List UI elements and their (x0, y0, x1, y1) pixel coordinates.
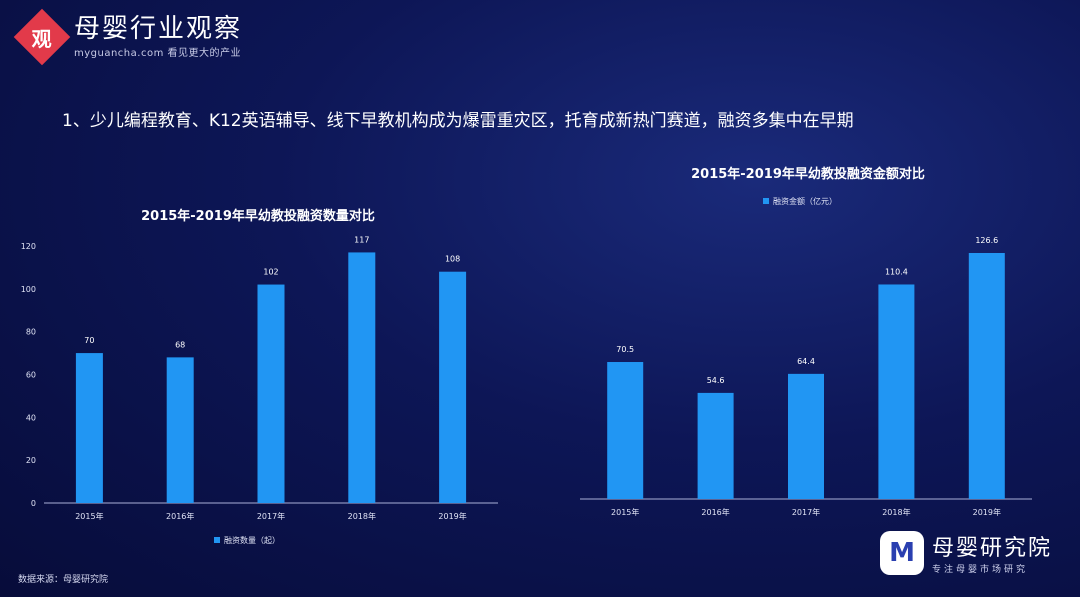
data-label: 70 (84, 336, 94, 345)
legend-swatch (214, 537, 220, 543)
chart-count: 2015年-2019年早幼教投融资数量对比 0 20 40 60 80 100 120 70 20… (21, 208, 498, 545)
x-tick-label: 2018年 (882, 507, 910, 517)
logo-title: 母婴行业观察 (74, 14, 243, 44)
headline: 1、少儿编程教育、K12英语辅导、线下早教机构成为爆雷重灾区，托育成新热门赛道，… (62, 111, 854, 131)
brand-title: 母婴研究院 (932, 536, 1053, 561)
y-tick-label: 120 (21, 242, 36, 251)
x-tick-label: 2017年 (792, 507, 820, 517)
y-tick-label: 80 (26, 328, 36, 337)
data-label: 108 (445, 255, 460, 264)
x-tick-label: 2015年 (75, 511, 103, 521)
bar (75, 353, 103, 503)
x-tick-label: 2015年 (611, 507, 639, 517)
x-tick-label: 2016年 (166, 511, 194, 521)
brand-logo-icon: M (880, 530, 924, 575)
bar (257, 284, 285, 503)
data-label: 64.4 (797, 357, 815, 366)
data-label: 126.6 (975, 236, 998, 245)
x-tick-label: 2016年 (701, 507, 729, 517)
x-tick-label: 2019年 (438, 511, 466, 521)
y-tick-label: 60 (26, 371, 36, 380)
brand-glyph: M (889, 537, 915, 568)
data-label: 102 (263, 268, 278, 277)
bar (348, 252, 376, 503)
source-note: 数据来源：母婴研究院 (18, 575, 109, 585)
bar (968, 253, 1005, 499)
legend-label: 融资金额（亿元） (773, 196, 837, 206)
y-tick-label: 100 (21, 285, 36, 294)
x-tick-label: 2017年 (257, 511, 285, 521)
data-label: 54.6 (707, 376, 725, 385)
x-tick-label: 2018年 (348, 511, 376, 521)
bar (607, 362, 644, 499)
bar (878, 284, 915, 499)
data-label: 110.4 (885, 267, 908, 276)
chart-title: 2015年-2019年早幼教投融资数量对比 (141, 208, 375, 224)
y-tick-label: 40 (26, 413, 36, 422)
y-tick-label: 0 (31, 499, 36, 508)
brand-footer: M 母婴研究院 专注母婴市场研究 (880, 530, 1052, 575)
data-label: 117 (354, 235, 369, 244)
logo: 观 母婴行业观察 myguancha.com 看见更大的产业 (13, 8, 243, 65)
bar (697, 392, 734, 499)
chart-title: 2015年-2019年早幼教投融资金额对比 (691, 166, 925, 182)
bar (788, 373, 824, 499)
legend-swatch (763, 198, 769, 204)
data-label: 68 (175, 340, 185, 349)
bar (439, 271, 467, 503)
y-tick-label: 20 (26, 456, 36, 465)
bar (166, 357, 194, 503)
logo-subtitle: myguancha.com 看见更大的产业 (74, 48, 241, 59)
legend-label: 融资数量（起） (224, 535, 280, 545)
data-label: 70.5 (616, 345, 634, 354)
x-tick-label: 2019年 (973, 507, 1001, 517)
brand-subtitle: 专注母婴市场研究 (932, 565, 1029, 575)
